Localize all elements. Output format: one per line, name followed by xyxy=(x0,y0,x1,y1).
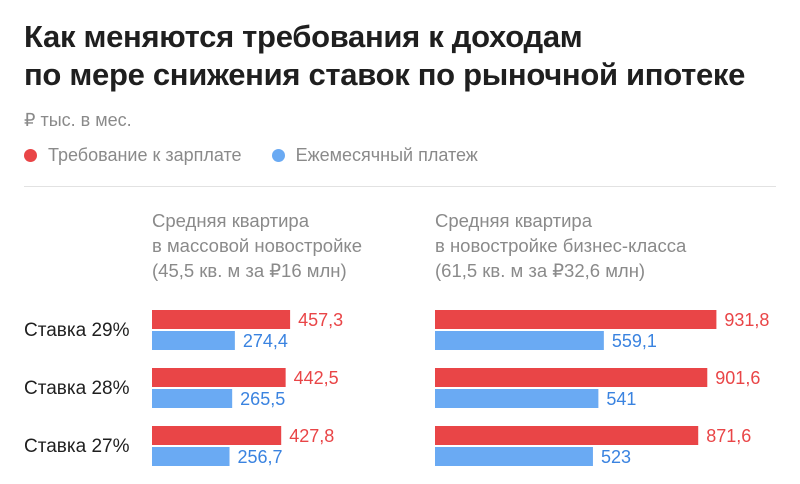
panel-heading-business-line-2: в новостройке бизнес-класса xyxy=(435,235,687,256)
bar-mass-payment-1 xyxy=(152,389,233,408)
value-label-mass-salary-1: 442,5 xyxy=(294,368,339,388)
value-label-business-salary-0: 931,8 xyxy=(724,310,769,330)
legend-dot-red-icon xyxy=(24,149,37,162)
panel-heading-mass-line-3: (45,5 кв. м за ₽16 млн) xyxy=(152,260,347,281)
bar-mass-payment-2 xyxy=(152,447,230,466)
legend-label-salary: Требование к зарплате xyxy=(48,145,242,165)
panel-heading-mass-line-2: в массовой новостройке xyxy=(152,235,362,256)
value-label-mass-salary-2: 427,8 xyxy=(289,426,334,446)
panel-heading-business: Средняя квартира в новостройке бизнес-кл… xyxy=(435,208,686,283)
legend-label-payment: Ежемесячный платеж xyxy=(295,145,478,165)
panel-heading-business-line-3: (61,5 кв. м за ₽32,6 млн) xyxy=(435,260,646,281)
chart-title-line-1: Как меняются требования к доходам xyxy=(24,19,583,54)
row-label-rate-28: Ставка 28% xyxy=(24,378,130,399)
value-label-mass-payment-2: 256,7 xyxy=(238,447,283,467)
row-label-rate-27: Ставка 27% xyxy=(24,436,130,457)
bar-business-payment-1 xyxy=(435,389,599,408)
bar-business-salary-1 xyxy=(435,368,708,387)
legend-item-salary: Требование к зарплате xyxy=(24,145,242,166)
unit-label: ₽ тыс. в мес. xyxy=(24,110,132,130)
bar-business-payment-0 xyxy=(435,331,604,350)
value-label-business-payment-0: 559,1 xyxy=(612,331,657,351)
bar-business-salary-2 xyxy=(435,426,699,445)
bar-business-salary-0 xyxy=(435,310,717,329)
value-label-mass-payment-0: 274,4 xyxy=(243,331,288,351)
panel-heading-business-line-1: Средняя квартира xyxy=(435,210,592,231)
bar-mass-payment-0 xyxy=(152,331,235,350)
legend-dot-blue-icon xyxy=(271,149,285,162)
value-label-business-payment-1: 541 xyxy=(606,389,636,409)
bar-business-payment-2 xyxy=(435,447,593,466)
chart-title-line-2: по мере снижения ставок по рыночной ипот… xyxy=(24,57,746,92)
value-label-mass-salary-0: 457,3 xyxy=(298,310,343,330)
panel-heading-mass-line-1: Средняя квартира xyxy=(152,210,309,231)
legend: Требование к зарплате Ежемесячный платеж xyxy=(24,145,508,166)
bar-mass-salary-0 xyxy=(152,310,291,329)
value-label-business-salary-1: 901,6 xyxy=(715,368,760,388)
chart-title: Как меняются требования к доходам по мер… xyxy=(24,18,784,94)
panel-heading-mass: Средняя квартира в массовой новостройке … xyxy=(152,208,362,283)
legend-item-payment: Ежемесячный платеж xyxy=(271,145,478,166)
bar-mass-salary-1 xyxy=(152,368,286,387)
divider-line xyxy=(24,186,776,187)
value-label-business-payment-2: 523 xyxy=(601,447,631,467)
row-label-rate-29: Ставка 29% xyxy=(24,320,130,341)
value-label-mass-payment-1: 265,5 xyxy=(240,389,285,409)
bar-mass-salary-2 xyxy=(152,426,282,445)
value-label-business-salary-2: 871,6 xyxy=(706,426,751,446)
